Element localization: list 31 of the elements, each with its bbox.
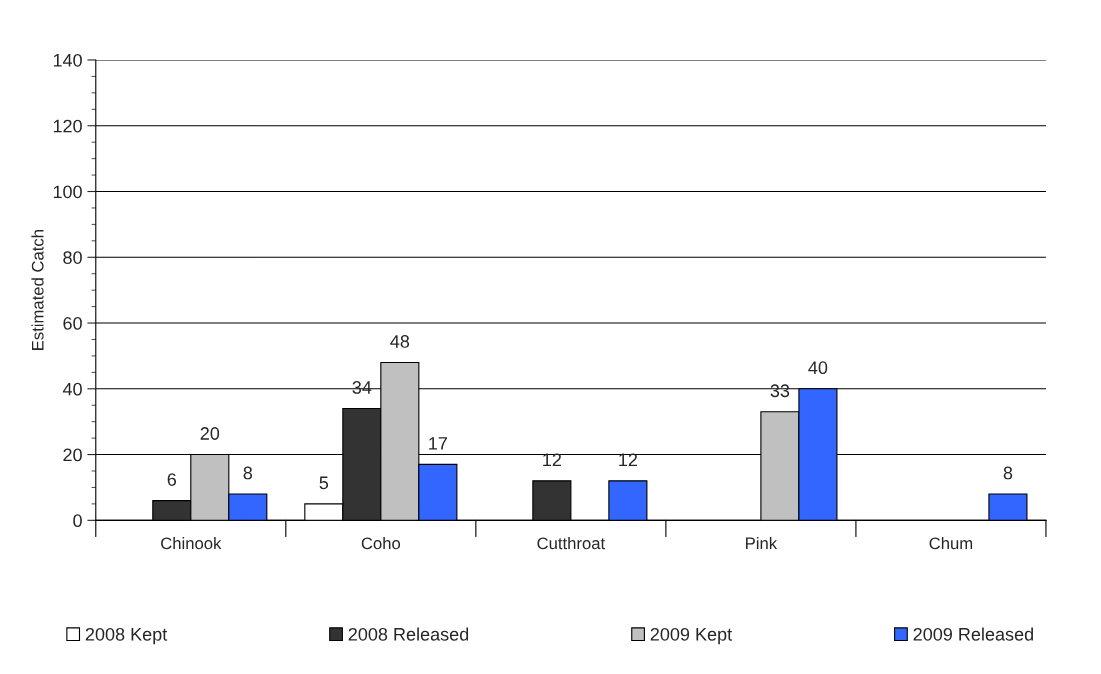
data-label: 6 [167, 473, 177, 486]
data-label: 20 [200, 427, 220, 440]
data-label: 5 [319, 476, 329, 490]
y-axis-title: Estimated Catch [31, 230, 44, 350]
y-tick-label: 0 [73, 514, 82, 528]
y-tick-label: 40 [62, 382, 82, 396]
data-label: 12 [619, 453, 638, 467]
data-label: 8 [1003, 466, 1013, 480]
x-tick-label: Pink [746, 536, 778, 550]
y-tick-label: 80 [63, 251, 82, 264]
data-label: 8 [243, 466, 253, 480]
data-label: 12 [543, 453, 561, 467]
data-label: 40 [808, 361, 828, 375]
y-tick-label: 120 [53, 119, 82, 133]
legend-label: 2008 Released [348, 627, 469, 641]
data-label: 17 [429, 437, 447, 450]
bar [988, 493, 1028, 521]
x-tick-label: Cutthroat [537, 536, 606, 550]
y-tick-label: 20 [63, 448, 82, 462]
bar [608, 480, 648, 521]
bar [532, 480, 572, 521]
data-label: 48 [390, 335, 410, 348]
legend-label: 2009 Kept [650, 627, 732, 645]
x-tick-label: Chum [929, 536, 973, 550]
y-tick-label: 140 [53, 53, 82, 67]
y-tick-label: 100 [53, 185, 82, 199]
x-tick-label: Coho [361, 536, 401, 550]
y-tick-label: 60 [63, 316, 82, 330]
legend-label: 2009 Released [913, 627, 1033, 641]
legend-label: 2008 Kept [85, 627, 168, 645]
x-tick-label: Chinook [161, 536, 222, 550]
